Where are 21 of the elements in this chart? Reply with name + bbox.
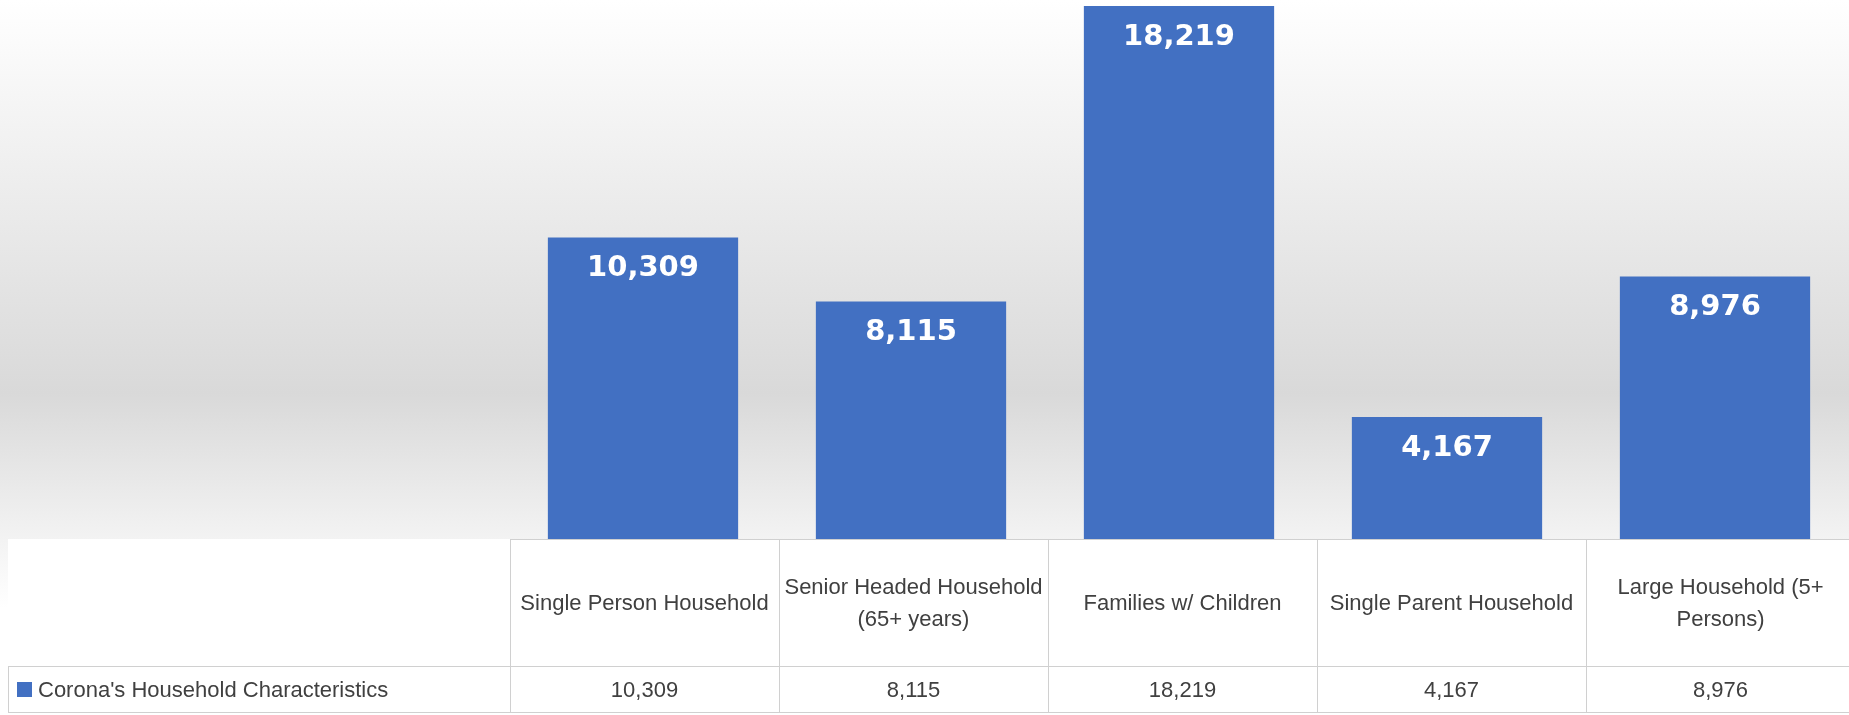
data-label: 4,167 [1317, 666, 1586, 713]
bar [1351, 417, 1543, 539]
data-label: 18,219 [1048, 666, 1317, 713]
text: 8,115 [865, 313, 957, 348]
x-tick-label: Families w/ Children [1048, 539, 1317, 667]
legend-label: Corona's Household Characteristics [8, 666, 510, 713]
text: 4,167 [1401, 428, 1493, 463]
bar [547, 237, 739, 539]
data-label: 8,976 [1586, 666, 1849, 713]
x-tick-label: Single Person Household [510, 539, 779, 667]
bar [815, 301, 1007, 539]
bar [1619, 276, 1811, 539]
x-tick-label: Single Parent Household [1317, 539, 1586, 667]
text: 8,976 [1669, 287, 1761, 322]
data-label: 10,309 [510, 666, 779, 713]
text: 10,309 [587, 248, 699, 283]
text: 18,219 [1123, 17, 1235, 52]
x-tick-label: Senior Headed Household (65+ years) [779, 539, 1048, 667]
x-tick-label: Large Household (5+ Persons) [1586, 539, 1849, 667]
bar [1083, 6, 1275, 539]
data-label: 8,115 [779, 666, 1048, 713]
